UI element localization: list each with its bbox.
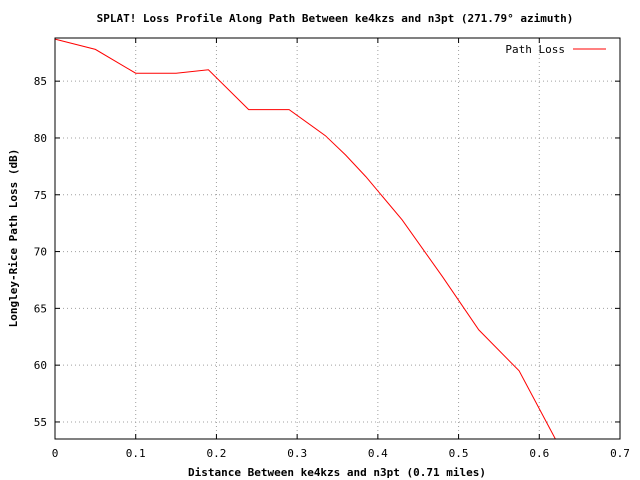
x-tick-label: 0.1 (126, 447, 146, 460)
y-tick-label: 85 (34, 75, 47, 88)
legend-label: Path Loss (505, 43, 565, 56)
plot-frame (54, 37, 621, 440)
y-axis-label: Longley-Rice Path Loss (dB) (7, 149, 20, 328)
x-tick-label: 0.7 (610, 447, 630, 460)
legend: Path Loss (505, 43, 606, 56)
y-tick-label: 80 (34, 132, 47, 145)
path-loss-line (54, 38, 556, 440)
ticks: 0 0.1 0.2 0.3 0.4 0.5 0.6 0.7 55 60 65 70 75 80 85 (34, 38, 630, 460)
x-tick-label: 0.2 (206, 447, 226, 460)
series (54, 38, 556, 440)
x-tick-label: 0.5 (449, 447, 469, 460)
grid (55, 38, 620, 439)
x-tick-label: 0.4 (368, 447, 388, 460)
x-tick-label: 0.6 (529, 447, 549, 460)
y-tick-label: 70 (34, 246, 47, 259)
y-tick-label: 65 (34, 302, 47, 315)
y-tick-label: 75 (34, 189, 47, 202)
y-tick-label: 60 (34, 359, 47, 372)
x-axis-label: Distance Between ke4kzs and n3pt (0.71 m… (188, 466, 486, 479)
x-tick-label: 0.3 (287, 447, 307, 460)
y-tick-label: 55 (34, 416, 47, 429)
x-tick-label: 0 (52, 447, 59, 460)
chart-title: SPLAT! Loss Profile Along Path Between k… (97, 12, 574, 25)
